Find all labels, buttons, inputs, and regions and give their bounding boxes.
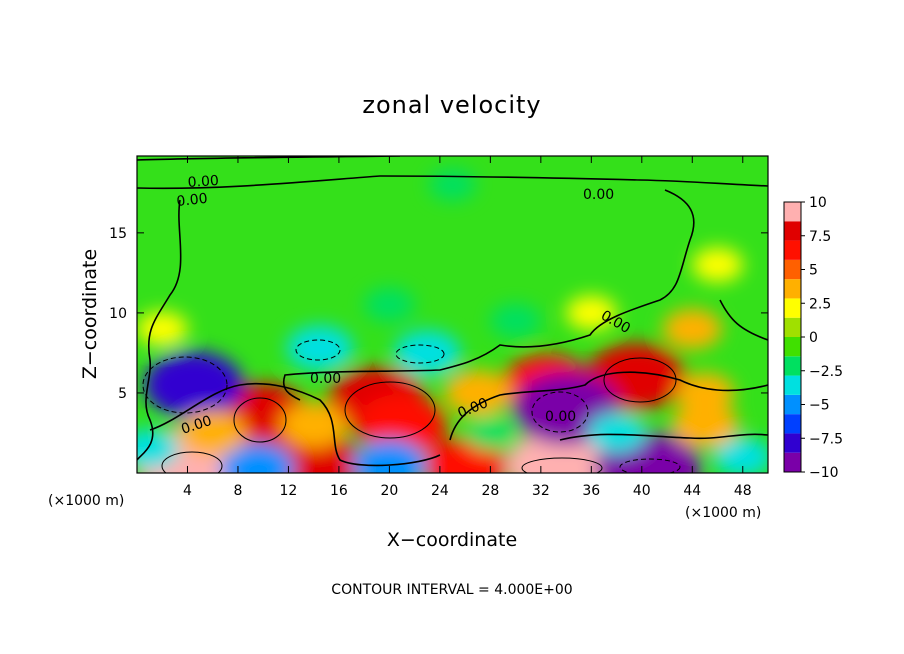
colorbar-swatch — [784, 375, 801, 395]
heatmap-blob — [351, 439, 427, 473]
heatmap-blob — [179, 410, 247, 456]
contour-line — [449, 371, 768, 441]
x-tick-label: 48 — [734, 483, 752, 499]
x-unit-left: (×1000 m) — [48, 493, 124, 509]
heatmap-blob — [144, 351, 244, 419]
colorbar: 10 7.5 5 2.5 0 −2.5 −5 −7.5 −10 — [783, 195, 843, 481]
contour-line — [719, 299, 768, 341]
x-tick-label: 44 — [683, 483, 701, 499]
x-tick-label: 8 — [233, 483, 242, 499]
contour-line — [137, 199, 182, 461]
heatmap-blob — [137, 428, 180, 470]
colorbar-swatch — [784, 337, 801, 357]
heatmap-blob — [429, 168, 476, 201]
colorbar-tick-label: 0 — [809, 330, 818, 346]
plot-frame — [136, 155, 769, 474]
colorbar-tick-label: −2.5 — [809, 364, 843, 380]
colorbar-swatch — [784, 433, 801, 453]
colorbar-swatch — [784, 356, 801, 376]
colorbar-swatch — [784, 298, 801, 318]
negative-contours — [142, 339, 681, 473]
contour-line — [142, 356, 228, 414]
colorbar-swatch — [784, 259, 801, 280]
contour-line — [559, 433, 768, 441]
heatmap-blob — [363, 287, 415, 323]
heatmap-blob — [565, 295, 617, 331]
positive-contours — [161, 357, 677, 473]
heatmap-blob — [393, 330, 461, 376]
contour-interval-note: CONTOUR INTERVAL = 4.000E+00 — [331, 582, 572, 598]
x-tick-label: 4 — [183, 483, 192, 499]
x-axis-label: X−coordinate — [387, 529, 517, 551]
heatmap-blob — [671, 402, 739, 448]
colorbar-swatch — [784, 394, 801, 415]
contour-label: 0.00 — [187, 173, 219, 191]
contour-line — [619, 458, 681, 473]
colorbar-tick-label: −7.5 — [809, 431, 843, 447]
heatmap-blob — [219, 442, 295, 473]
colorbar-swatch — [784, 317, 801, 337]
x-tick-label: 24 — [431, 483, 449, 499]
contour-label: 0.00 — [583, 187, 614, 203]
contour-line — [282, 189, 695, 401]
x-tick-label: 28 — [481, 483, 499, 499]
heatmap-blob — [490, 303, 542, 339]
colorbar-swatch — [784, 414, 801, 434]
colorbar-tick-label: 7.5 — [809, 229, 831, 245]
contour-line — [531, 391, 589, 433]
contour-line — [603, 357, 677, 403]
colorbar-swatch — [784, 202, 801, 222]
heatmap-blob — [662, 308, 722, 349]
x-tick-label: 16 — [330, 483, 348, 499]
contour-label: 0.00 — [310, 371, 341, 387]
colorbar-tick-label: 10 — [809, 195, 827, 211]
colorbar-tick-label: 5 — [809, 263, 818, 279]
contour-line — [521, 457, 603, 473]
contour-line — [295, 339, 341, 361]
contour-line — [149, 382, 441, 467]
heatmap-blob — [444, 370, 512, 416]
contour-line — [161, 451, 223, 473]
heatmap-blob — [286, 325, 354, 371]
y-tick-label: 5 — [118, 386, 127, 402]
x-tick-label: 40 — [633, 483, 651, 499]
heatmap-blob — [713, 436, 768, 473]
heatmap-blob — [675, 372, 735, 414]
x-tick-label: 36 — [582, 483, 600, 499]
chart-title: zonal velocity — [362, 91, 541, 119]
colorbar-tick-label: −5 — [809, 398, 830, 414]
heatmap-blob — [464, 415, 516, 451]
heatmap-blob — [356, 394, 448, 456]
y-axis-ticks: 5 10 15 — [109, 226, 768, 402]
colorbar-swatch — [784, 221, 801, 241]
y-tick-label: 15 — [109, 226, 127, 242]
heatmap-blob — [280, 402, 348, 448]
heatmap-blob — [587, 412, 647, 454]
contour-line — [137, 175, 768, 190]
colorbar-swatch — [784, 452, 801, 472]
colorbar-swatch — [784, 240, 801, 260]
contour-line — [395, 344, 445, 364]
x-tick-label: 20 — [380, 483, 398, 499]
x-tick-label: 12 — [280, 483, 298, 499]
heatmap-blob — [692, 247, 744, 283]
contour-line — [233, 397, 287, 443]
contour-line — [344, 381, 436, 439]
x-tick-label: 32 — [532, 483, 550, 499]
x-unit-right: (×1000 m) — [685, 505, 761, 521]
contour-label: 0.00 — [176, 191, 209, 210]
y-axis-label: Z−coordinate — [79, 249, 101, 379]
contour-label: 0.00 — [545, 409, 576, 425]
y-tick-label: 10 — [109, 306, 127, 322]
colorbar-swatch — [784, 279, 801, 299]
heatmap-blob — [137, 311, 188, 347]
x-axis-ticks: 4 8 12 16 20 24 28 32 36 40 44 48 — [183, 156, 752, 499]
colorbar-tick-label: 2.5 — [809, 296, 831, 312]
heatmap-field — [137, 156, 768, 473]
colorbar-tick-label: −10 — [809, 465, 839, 481]
